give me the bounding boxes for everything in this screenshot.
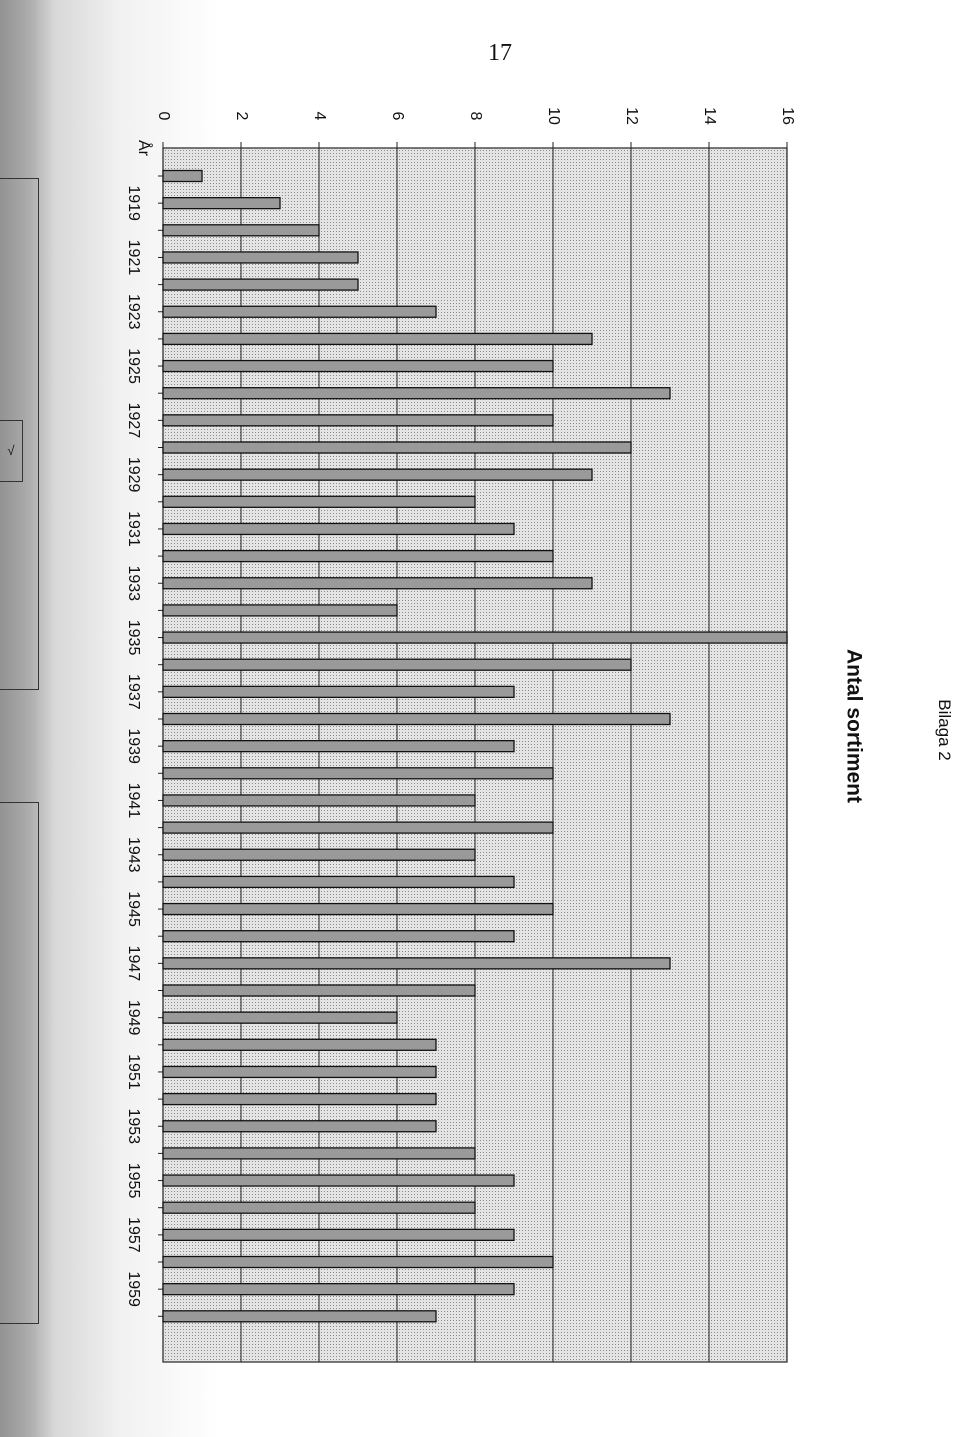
bar [162,821,554,834]
bar [162,658,632,671]
bar [162,1228,515,1241]
bar [162,957,671,970]
y-tick-label: 1955 [125,1163,142,1199]
bar [162,577,593,590]
y-tick-label: 1957 [125,1217,142,1253]
bar [162,1147,476,1160]
bar [162,332,593,346]
y-tick-label: 1935 [125,620,142,656]
bar [162,549,554,563]
bar [162,441,632,454]
y-tick-label: 1937 [125,674,142,710]
chart-title: Antal sortiment [842,649,865,803]
bar [162,278,359,291]
bar [162,604,398,617]
margin-check-mark: √ [0,420,23,482]
bar [162,1174,515,1187]
bar [162,902,554,916]
bar [162,1201,476,1214]
x-tick-label: 8 [467,112,484,121]
bar [162,169,203,183]
bar [162,1283,515,1296]
y-tick-label: 1933 [125,565,142,601]
bar [162,224,320,237]
bar [162,251,359,264]
y-tick-label: 1921 [125,240,142,276]
y-tick-label: 1945 [125,891,142,927]
y-tick-label: 1939 [125,728,142,764]
bar [162,414,554,427]
bar [162,685,515,698]
bar [162,1255,554,1269]
bar [162,359,554,373]
bar [162,1065,437,1079]
bar [162,522,515,536]
bar [162,1092,437,1106]
y-tick-label: 1919 [125,185,142,221]
y-tick-label: 1959 [125,1271,142,1307]
x-tick-label: 16 [779,107,796,125]
bar [162,930,515,943]
bar [162,848,476,861]
bar [162,468,593,481]
bar [162,1310,437,1323]
bar [162,1120,437,1133]
x-tick-label: 14 [701,107,718,125]
bar [162,387,671,400]
y-axis-label: År [135,140,154,157]
x-tick-label: 0 [155,112,172,121]
y-tick-label: 1943 [125,837,142,873]
bar [162,631,788,644]
margin-bracket [0,802,39,1324]
y-tick-label: 1949 [125,1000,142,1036]
bar [162,196,281,210]
bar [162,1011,398,1024]
bar [162,1038,437,1051]
y-tick-label: 1925 [125,348,142,384]
bar [162,740,515,753]
x-tick-label: 10 [545,107,562,125]
bar [162,875,515,889]
bar [162,305,437,318]
bar [162,495,476,508]
y-tick-label: 1941 [125,783,142,819]
y-tick-label: 1923 [125,294,142,330]
bar [162,794,476,807]
y-tick-label: 1953 [125,1108,142,1144]
margin-bracket [0,178,39,690]
page-number: 17 [488,40,512,66]
bar [162,712,671,726]
y-tick-label: 1947 [125,946,142,982]
bar [162,767,554,780]
y-tick-label: 1929 [125,457,142,493]
x-tick-label: 6 [389,112,406,121]
x-tick-label: 12 [623,107,640,125]
bar [162,984,476,997]
y-tick-label: 1931 [125,511,142,547]
y-tick-label: 1927 [125,403,142,439]
x-tick-label: 4 [311,112,328,121]
y-tick-label: 1951 [125,1054,142,1090]
x-tick-label: 2 [233,112,250,121]
